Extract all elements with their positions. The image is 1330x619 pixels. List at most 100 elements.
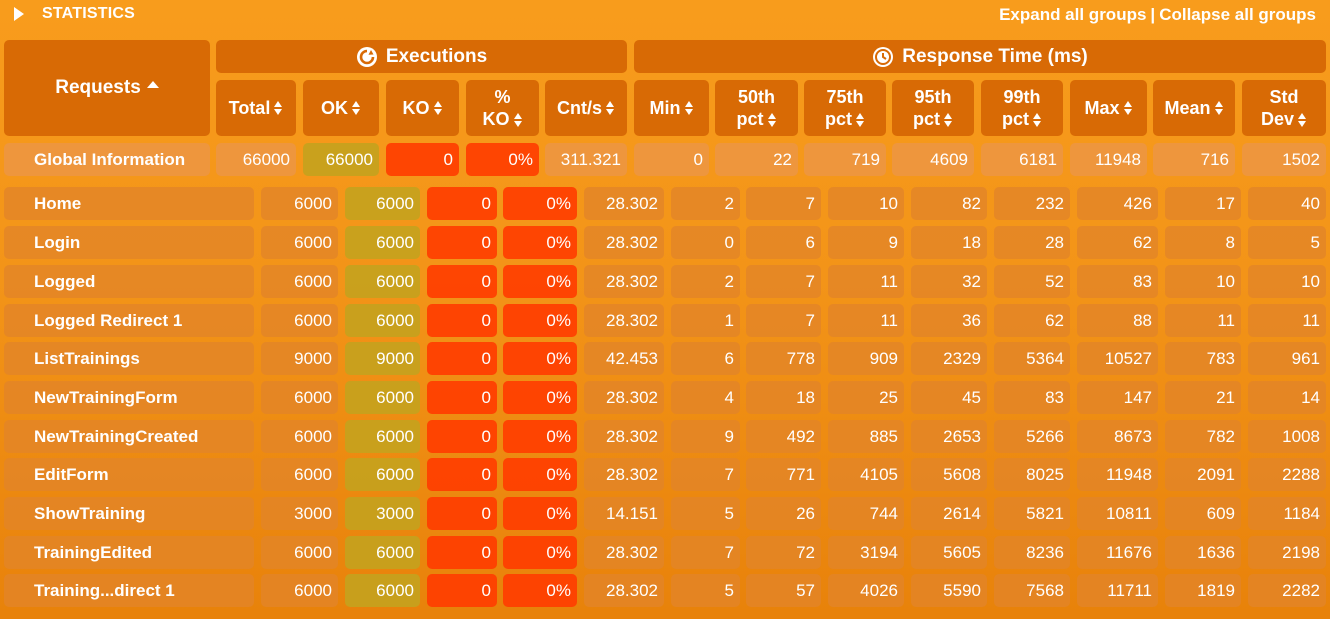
request-max: 11676 — [1077, 536, 1158, 569]
col-mean[interactable]: Mean — [1153, 80, 1235, 136]
request-cnt-s: 28.302 — [584, 265, 664, 298]
request-p50: 18 — [746, 381, 821, 414]
request-mean: 11 — [1165, 304, 1241, 337]
request-std-dev: 14 — [1248, 381, 1326, 414]
request-std-dev: 5 — [1248, 226, 1326, 259]
request-min: 4 — [671, 381, 740, 414]
sort-icon — [606, 101, 615, 115]
request-pct-ko: 0% — [503, 304, 577, 337]
request-p99: 5266 — [994, 420, 1070, 453]
request-max: 426 — [1077, 187, 1158, 220]
request-ok: 6000 — [345, 304, 420, 337]
request-p50: 6 — [746, 226, 821, 259]
sort-icon — [352, 101, 361, 115]
request-p95: 5605 — [911, 536, 987, 569]
request-name[interactable]: Logged — [4, 265, 254, 298]
request-mean: 21 — [1165, 381, 1241, 414]
request-ko: 0 — [427, 574, 497, 607]
col-total[interactable]: Total — [216, 80, 296, 136]
request-p99: 8025 — [994, 458, 1070, 491]
request-ok: 6000 — [345, 381, 420, 414]
col-ok[interactable]: OK — [303, 80, 379, 136]
request-name[interactable]: NewTrainingCreated — [4, 420, 254, 453]
request-ko: 0 — [427, 536, 497, 569]
global-ko: 0 — [386, 143, 459, 176]
col-min[interactable]: Min — [634, 80, 709, 136]
col-max[interactable]: Max — [1070, 80, 1147, 136]
request-p50: 492 — [746, 420, 821, 453]
request-mean: 1819 — [1165, 574, 1241, 607]
request-p75: 11 — [828, 265, 904, 298]
col-requests[interactable]: Requests — [4, 40, 210, 136]
request-p95: 2653 — [911, 420, 987, 453]
col-pct-ko[interactable]: % KO — [466, 80, 539, 136]
request-p75: 10 — [828, 187, 904, 220]
request-p99: 62 — [994, 304, 1070, 337]
request-p75: 11 — [828, 304, 904, 337]
request-max: 10811 — [1077, 497, 1158, 530]
group-response-time-label: Response Time (ms) — [902, 45, 1088, 67]
col-total-label: Total — [228, 98, 271, 118]
expand-all-groups-link[interactable]: Expand all groups — [999, 5, 1147, 24]
col-cnt-s[interactable]: Cnt/s — [545, 80, 627, 136]
global-p75: 719 — [804, 143, 886, 176]
collapse-all-groups-link[interactable]: Collapse all groups — [1159, 5, 1316, 24]
request-cnt-s: 28.302 — [584, 304, 664, 337]
request-pct-ko: 0% — [503, 536, 577, 569]
request-p50: 7 — [746, 304, 821, 337]
request-name[interactable]: ShowTraining — [4, 497, 254, 530]
request-name[interactable]: NewTrainingForm — [4, 381, 254, 414]
request-max: 88 — [1077, 304, 1158, 337]
request-name[interactable]: TrainingEdited — [4, 536, 254, 569]
request-p95: 5608 — [911, 458, 987, 491]
col-50th-pct[interactable]: 50th pct — [715, 80, 798, 136]
col-ko[interactable]: KO — [386, 80, 459, 136]
request-std-dev: 40 — [1248, 187, 1326, 220]
col-min-label: Min — [649, 98, 681, 118]
request-total: 6000 — [261, 536, 338, 569]
request-pct-ko: 0% — [503, 497, 577, 530]
global-max: 11948 — [1070, 143, 1147, 176]
request-p99: 52 — [994, 265, 1070, 298]
col-99th-pct[interactable]: 99th pct — [981, 80, 1063, 136]
request-max: 10527 — [1077, 342, 1158, 375]
request-p99: 83 — [994, 381, 1070, 414]
col-75th-pct[interactable]: 75th pct — [804, 80, 886, 136]
global-p99: 6181 — [981, 143, 1063, 176]
request-pct-ko: 0% — [503, 420, 577, 453]
request-pct-ko: 0% — [503, 574, 577, 607]
request-name[interactable]: Logged Redirect 1 — [4, 304, 254, 337]
sort-icon — [1033, 113, 1042, 128]
request-mean: 17 — [1165, 187, 1241, 220]
request-p50: 778 — [746, 342, 821, 375]
request-min: 0 — [671, 226, 740, 259]
request-ko: 0 — [427, 265, 497, 298]
statistics-toggle[interactable]: STATISTICS — [14, 5, 135, 23]
col-max-label: Max — [1084, 98, 1120, 118]
col-95th-pct[interactable]: 95th pct — [892, 80, 974, 136]
request-name[interactable]: Home — [4, 187, 254, 220]
request-min: 7 — [671, 536, 740, 569]
request-name[interactable]: Login — [4, 226, 254, 259]
request-total: 9000 — [261, 342, 338, 375]
request-max: 11711 — [1077, 574, 1158, 607]
request-ok: 6000 — [345, 265, 420, 298]
request-ok: 3000 — [345, 497, 420, 530]
request-std-dev: 2282 — [1248, 574, 1326, 607]
request-pct-ko: 0% — [503, 458, 577, 491]
request-name[interactable]: Training...direct 1 — [4, 574, 254, 607]
request-name[interactable]: ListTrainings — [4, 342, 254, 375]
request-ko: 0 — [427, 226, 497, 259]
global-mean: 716 — [1153, 143, 1235, 176]
request-mean: 783 — [1165, 342, 1241, 375]
request-pct-ko: 0% — [503, 226, 577, 259]
sort-icon — [944, 113, 953, 128]
request-max: 11948 — [1077, 458, 1158, 491]
request-total: 6000 — [261, 458, 338, 491]
col-std-dev[interactable]: Std Dev — [1242, 80, 1326, 136]
col-ko-label: KO — [402, 98, 430, 118]
request-min: 5 — [671, 574, 740, 607]
request-name[interactable]: EditForm — [4, 458, 254, 491]
request-total: 6000 — [261, 381, 338, 414]
request-total: 3000 — [261, 497, 338, 530]
